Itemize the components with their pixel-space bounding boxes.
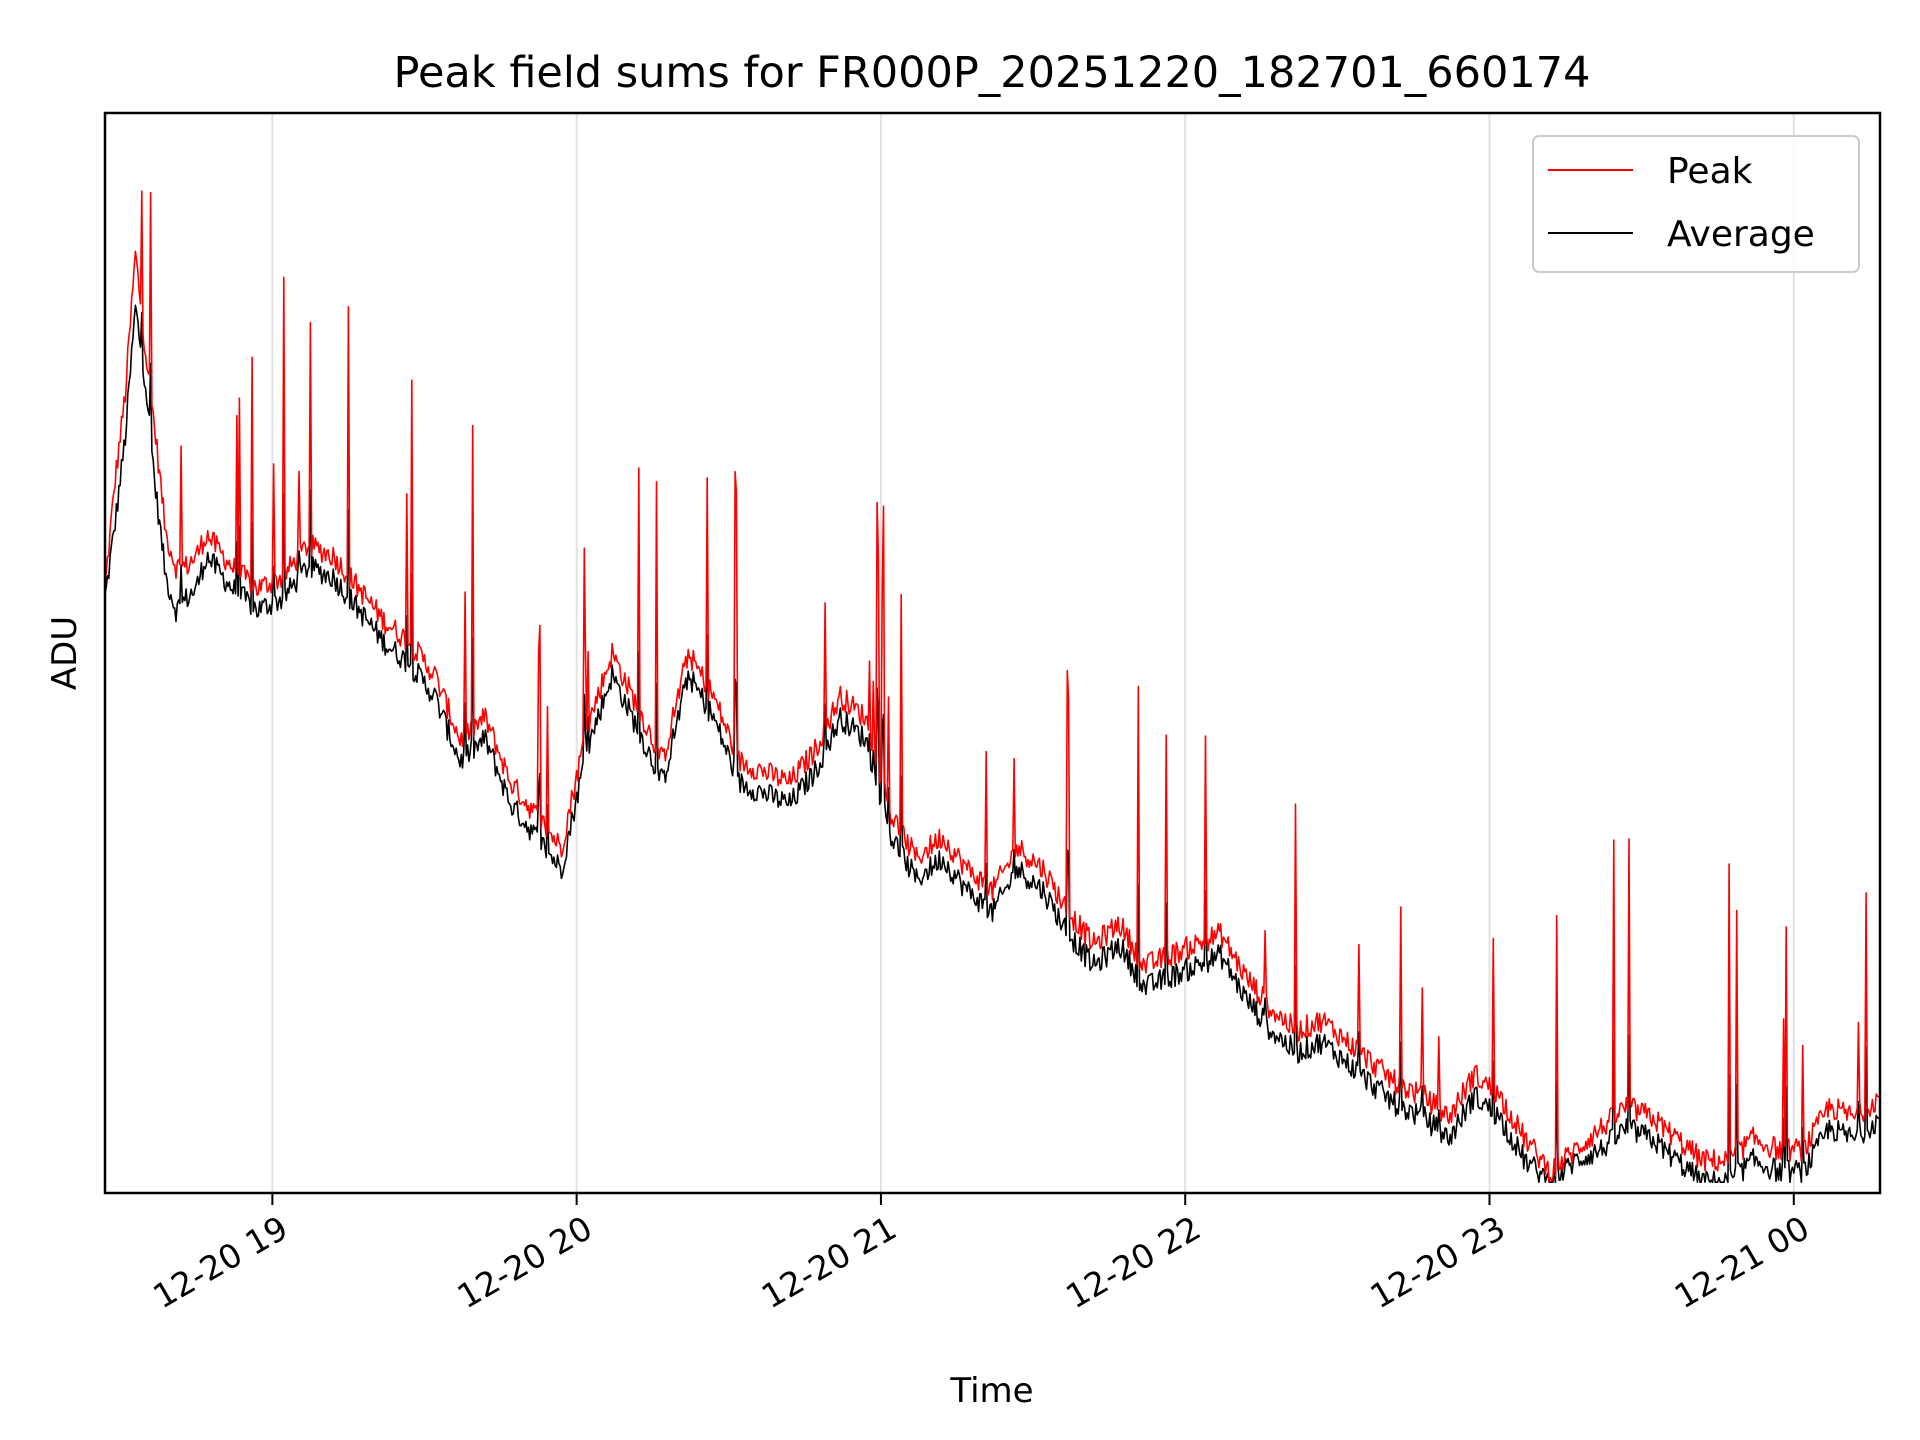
series-line-peak [104, 190, 1881, 1183]
plot-frame [103, 111, 1882, 1195]
legend-label-average: Average [1667, 214, 1815, 255]
y-axis-label: ADU [45, 616, 85, 690]
series-line-average [104, 304, 1881, 1183]
x-axis-label: Time [949, 1371, 1033, 1411]
grid-lines [271, 113, 1795, 1193]
series-lines [104, 190, 1881, 1183]
legend: Peak Average [1532, 135, 1860, 273]
legend-label-peak: Peak [1667, 151, 1753, 192]
chart-title: Peak field sums for FR000P_20251220_1827… [394, 48, 1591, 98]
